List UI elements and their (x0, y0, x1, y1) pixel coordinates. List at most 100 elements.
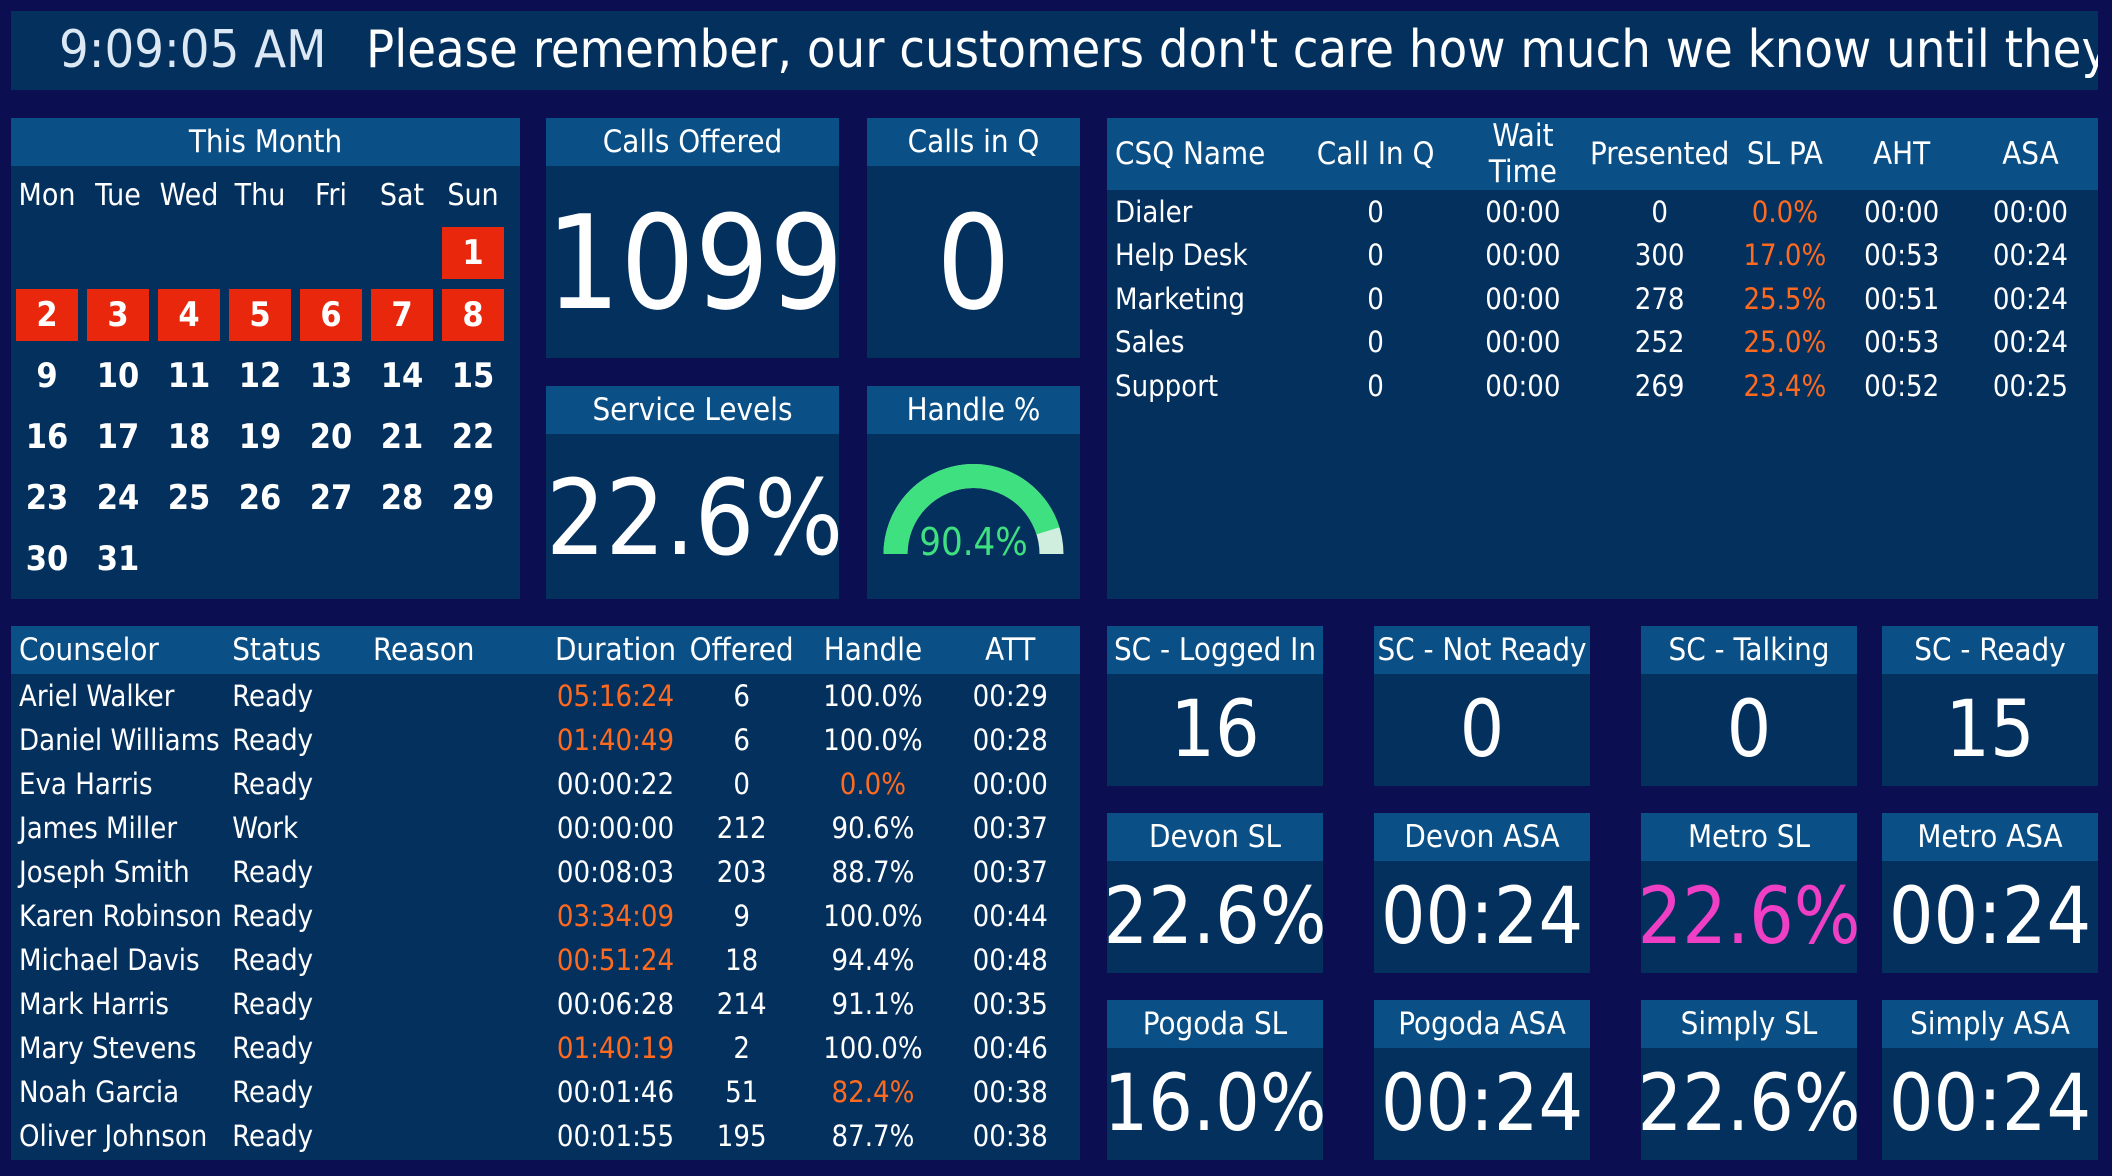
counselor-cell: Noah Garcia (19, 1075, 180, 1109)
csq-column-header: AHT (1840, 118, 1963, 190)
calls-offered-title: Calls Offered (546, 118, 839, 166)
calendar-day: 16 (25, 417, 69, 457)
csq-cell: 00:51 (1864, 281, 1940, 316)
counselor-cell: 2 (733, 1031, 750, 1065)
counselor-cell: 00:01:46 (556, 1075, 675, 1109)
csq-row: Dialer 0 00:00 0 0.0% 00:00 00:00 (1107, 190, 2098, 234)
csq-column-header: Wait Time (1455, 118, 1590, 190)
calendar-day: 19 (238, 417, 282, 457)
counselor-cell: 18 (725, 943, 759, 977)
calendar-day: 10 (96, 356, 140, 396)
counselor-cell: 00:38 (972, 1119, 1048, 1153)
csq-cell: 00:25 (1992, 368, 2069, 403)
counselor-row: Mark Harris Ready 00:06:28 214 91.1% 00:35 (11, 982, 1080, 1026)
csq-cell: 00:00 (1864, 194, 1940, 229)
counselor-cell (373, 762, 553, 806)
counselor-cell: Ready (232, 1075, 314, 1109)
calendar-title: This Month (11, 118, 520, 166)
counselor-cell: 00:00:00 (556, 811, 675, 845)
counselor-cell: Ready (232, 1031, 314, 1065)
csq-row: Sales 0 00:00 252 25.0% 00:53 00:24 (1107, 321, 2098, 365)
calendar-day: 8 (442, 289, 504, 341)
stat-tile-value: 22.6% (1641, 872, 1857, 962)
counselor-cell (373, 938, 553, 982)
counselor-cell: 6 (733, 723, 750, 757)
csq-table: CSQ Name Call In Q Wait Time Presented SL PA… (1107, 118, 2098, 408)
counselor-cell: James Miller (19, 811, 178, 845)
stat-tile-title: SC - Logged In (1107, 626, 1323, 674)
stat-tile-value: 0 (1459, 685, 1505, 775)
counselor-row: Karen Robinson Ready 03:34:09 9 100.0% 00:44 (11, 894, 1080, 938)
calendar-day: 7 (371, 289, 433, 341)
counselor-cell (373, 982, 553, 1026)
csq-cell: 0 (1367, 325, 1384, 360)
csq-row: Support 0 00:00 269 23.4% 00:52 00:25 (1107, 364, 2098, 408)
counselor-cell: Oliver Johnson (19, 1119, 208, 1153)
counselor-cell: 00:44 (972, 899, 1048, 933)
stat-tile-value: 22.6% (1641, 1059, 1857, 1149)
counselor-column-header: Offered (677, 626, 806, 674)
weekday-label: Thu (234, 178, 286, 213)
calendar-day: 5 (229, 289, 291, 341)
counselor-cell: 0.0% (839, 767, 907, 801)
counselor-row: Noah Garcia Ready 00:01:46 51 82.4% 00:38 (11, 1070, 1080, 1114)
counselor-cell: 214 (716, 987, 767, 1021)
counselor-cell: 00:28 (972, 723, 1048, 757)
csq-cell: 00:24 (1992, 325, 2069, 360)
calendar-day: 9 (36, 356, 58, 396)
calendar-day: 13 (309, 356, 353, 396)
csq-cell: 300 (1634, 238, 1685, 273)
stat-tile: Pogoda SL 16.0% (1107, 1000, 1323, 1160)
clock: 9:09:05 AM (59, 20, 327, 80)
calendar-day: 23 (25, 478, 69, 518)
stat-tile: SC - Ready 15 (1882, 626, 2098, 786)
counselor-cell: 100.0% (823, 899, 923, 933)
csq-cell: Help Desk (1115, 238, 1248, 273)
counselor-cell: 51 (725, 1075, 759, 1109)
calendar-day: 30 (25, 539, 69, 579)
counselor-cell: 82.4% (831, 1075, 915, 1109)
weekday-label: Fri (315, 178, 347, 213)
stat-tile: SC - Talking 0 (1641, 626, 1857, 786)
calendar-day: 28 (380, 478, 424, 518)
csq-cell: 0 (1367, 238, 1384, 273)
counselor-cell (373, 806, 553, 850)
counselor-cell: 01:40:19 (556, 1031, 675, 1065)
counselor-panel: Counselor Status Reason Duration Offered Hand… (11, 626, 1080, 1160)
counselor-cell: 00:00 (972, 767, 1048, 801)
counselor-cell: 00:46 (972, 1031, 1048, 1065)
counselor-cell: 212 (716, 811, 767, 845)
csq-cell: 17.0% (1743, 238, 1827, 273)
stat-tile-title: Simply ASA (1882, 1000, 2098, 1048)
counselor-row: Joseph Smith Ready 00:08:03 203 88.7% 00:37 (11, 850, 1080, 894)
gauge-fill (883, 464, 1060, 555)
stat-tile-title: SC - Talking (1641, 626, 1857, 674)
counselor-row: Daniel Williams Ready 01:40:49 6 100.0% 00:28 (11, 718, 1080, 762)
csq-cell: 00:24 (1992, 281, 2069, 316)
calendar-panel: This Month Mon Tue Wed Thu Fri Sat Sun 1… (11, 118, 520, 599)
csq-cell: 0 (1651, 194, 1668, 229)
csq-column-header: ASA (1962, 118, 2098, 190)
calendar-day: 15 (451, 356, 495, 396)
calendar-day: 3 (87, 289, 149, 341)
counselor-cell: Ready (232, 723, 314, 757)
service-levels-value: 22.6% (546, 457, 839, 579)
counselor-cell: 195 (716, 1119, 767, 1153)
csq-column-header: Presented (1589, 118, 1730, 190)
csq-cell: 0 (1367, 194, 1384, 229)
calendar-day: 31 (96, 539, 140, 579)
calls-in-q-value: 0 (936, 187, 1011, 339)
calendar-day: 25 (167, 478, 211, 518)
stat-tile: Pogoda ASA 00:24 (1374, 1000, 1590, 1160)
weekday-label: Wed (159, 178, 219, 213)
csq-row: Marketing 0 00:00 278 25.5% 00:51 00:24 (1107, 277, 2098, 321)
counselor-cell: 0 (733, 767, 750, 801)
counselor-cell: 100.0% (823, 723, 923, 757)
handle-title: Handle % (867, 386, 1080, 434)
calendar-day: 20 (309, 417, 353, 457)
counselor-cell: 00:01:55 (556, 1119, 675, 1153)
counselor-cell (373, 850, 553, 894)
csq-cell: 25.0% (1743, 325, 1827, 360)
calendar-day: 18 (167, 417, 211, 457)
csq-row: Help Desk 0 00:00 300 17.0% 00:53 00:24 (1107, 234, 2098, 278)
